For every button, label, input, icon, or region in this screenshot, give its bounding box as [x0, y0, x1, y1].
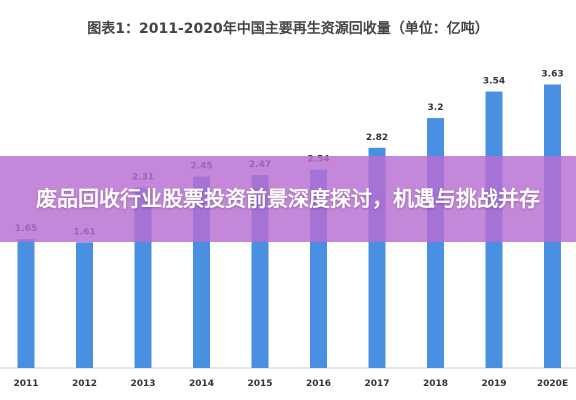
value-label-2019: 3.54 [483, 77, 505, 87]
headline-text: 废品回收行业股票投资前景深度探讨，机遇与挑战并存 [36, 186, 540, 211]
value-label-2017: 2.82 [366, 133, 388, 143]
headline-banner: 废品回收行业股票投资前景深度探讨，机遇与挑战并存 [0, 156, 576, 242]
tick-label-2017: 2017 [364, 379, 389, 389]
tick-label-2011: 2011 [13, 379, 38, 389]
tick-label-2018: 2018 [423, 379, 448, 389]
tick-label-2015: 2015 [247, 379, 272, 389]
bar-2011 [17, 239, 35, 368]
tick-label-2016: 2016 [306, 379, 331, 389]
tick-label-2014: 2014 [189, 379, 214, 389]
tick-label-2013: 2013 [130, 379, 155, 389]
value-label-2018: 3.2 [428, 103, 444, 113]
tick-label-2012: 2012 [72, 379, 97, 389]
tick-label-2019: 2019 [481, 379, 506, 389]
tick-label-2020E: 2020E [537, 379, 568, 389]
bar-2012 [76, 242, 93, 368]
x-tick-labels: 2011 2012 2013 2014 2015 2016 2017 2018 2019 2020… [13, 379, 568, 389]
value-label-2020E: 3.63 [541, 70, 563, 80]
chart-title: 图表1：2011-2020年中国主要再生资源回收量（单位：亿吨） [87, 21, 489, 37]
